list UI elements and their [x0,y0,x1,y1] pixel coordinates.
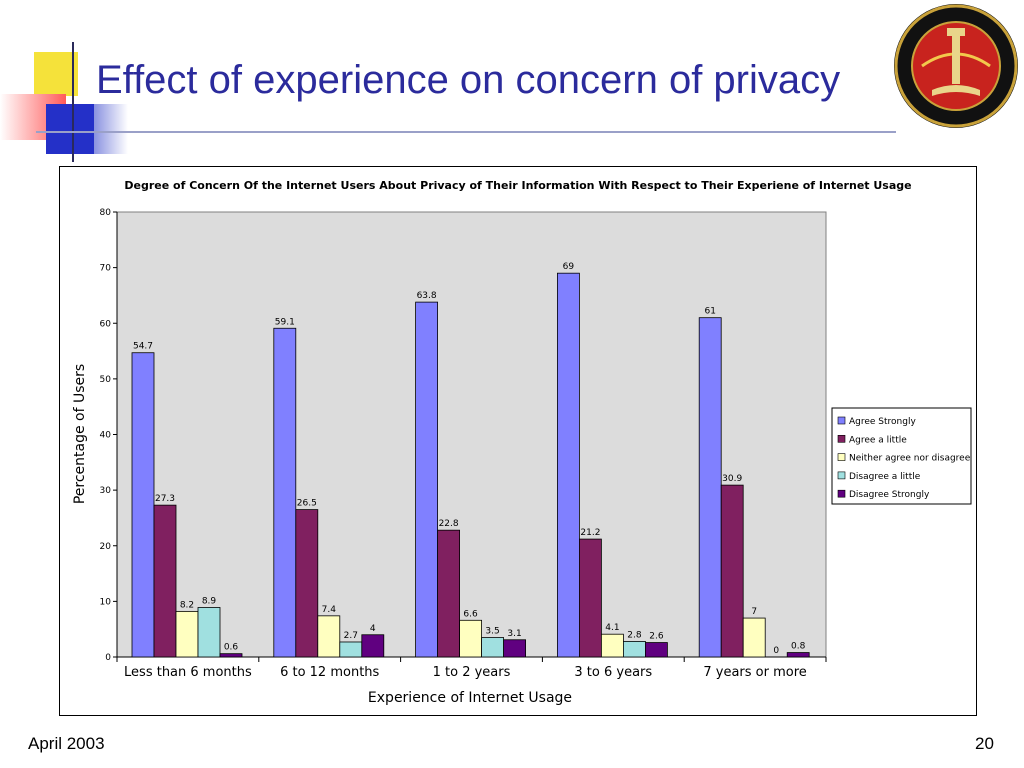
slide-title: Effect of experience on concern of priva… [96,58,841,102]
decorative-blue-square [46,104,94,154]
data-label: 0.6 [224,643,239,653]
bar [219,653,243,658]
data-label: 27.3 [155,494,175,504]
title-underline [36,131,896,133]
chart-title: Degree of Concern Of the Internet Users … [124,179,911,192]
x-tick-label: 1 to 2 years [433,665,511,680]
decorative-blue-fade [94,104,128,154]
data-label: 2.6 [649,632,664,642]
bar [601,633,624,658]
data-label: 59.1 [275,317,295,327]
bar [197,607,221,658]
data-label: 3.1 [507,629,521,639]
decorative-yellow-square [34,52,78,96]
bar [556,272,580,658]
x-axis: Less than 6 months 6 to 12 months 1 to 2 y… [116,656,827,680]
x-tick-label: 7 years or more [703,665,806,680]
bar [361,634,385,658]
bar [720,484,744,658]
data-label: 6.6 [463,609,478,619]
data-label: 8.2 [180,600,194,610]
legend-swatch [837,434,846,443]
data-label: 2.7 [344,631,358,641]
bar [339,641,363,658]
data-label: 22.8 [439,519,459,529]
data-label: 3.5 [485,627,499,637]
bar [317,615,341,658]
legend-swatch [837,453,846,461]
legend-swatch [837,489,846,498]
bar [698,317,722,658]
data-label: 7.4 [322,605,337,615]
data-label: 21.2 [580,528,600,538]
legend-label: Disagree a little [849,472,921,482]
x-tick-label: Less than 6 months [124,665,252,680]
bar [175,610,199,658]
legend-label: Neither agree nor disagree [849,454,971,464]
legend-label: Agree a little [849,435,907,445]
y-axis: 0 10 20 30 40 50 60 70 80 [100,208,118,663]
y-tick-label: 70 [100,264,112,274]
y-tick-label: 40 [100,431,112,441]
legend-label: Agree Strongly [849,417,916,427]
bars-group [131,272,810,658]
bar [623,641,646,658]
legend-box [831,407,972,505]
bar [131,352,155,658]
y-tick-label: 20 [100,542,112,552]
decorative-vertical-line [72,42,74,162]
footer-date: April 2003 [28,734,105,753]
chart-frame: Degree of Concern Of the Internet Users … [59,166,977,716]
bar [273,327,297,658]
bar [742,617,766,658]
data-label: 7 [751,607,757,617]
y-axis-title: Percentage of Users [72,364,88,504]
page-number: 20 [975,734,994,753]
data-label: 69 [563,262,575,272]
y-tick-label: 80 [100,208,112,218]
data-label: 30.9 [722,474,742,484]
legend-swatch [837,471,846,480]
bar [415,301,439,658]
bar [481,637,505,658]
bar [503,639,527,658]
legend-label: Disagree Strongly [849,490,930,500]
data-label: 54.7 [133,342,153,352]
bar-chart: Degree of Concern Of the Internet Users … [72,179,972,706]
data-label: 8.9 [202,596,217,606]
bar [579,538,602,658]
legend-swatch [837,416,846,425]
data-label: 63.8 [417,291,437,301]
y-tick-label: 30 [100,486,112,496]
data-label: 61 [704,307,715,317]
data-label: 4 [370,624,376,634]
bar [786,652,810,658]
y-tick-label: 0 [105,653,111,663]
x-tick-label: 3 to 6 years [574,665,652,680]
data-labels-group: 54.7 27.3 8.2 8.9 0.6 59.1 26.5 7.4 2.7 4 63.8 22.8… [133,262,806,656]
bar [437,529,461,658]
y-tick-label: 10 [100,597,112,607]
y-tick-label: 50 [100,375,112,385]
data-label: 0 [773,646,779,656]
data-label: 26.5 [297,499,317,509]
bar [153,504,177,658]
bar [459,619,483,658]
data-label: 2.8 [627,630,642,640]
x-tick-label: 6 to 12 months [280,665,379,680]
x-axis-title: Experience of Internet Usage [368,690,572,706]
bar [645,642,668,658]
legend: Agree Strongly Agree a little Neither agre… [831,407,972,505]
bar [295,509,319,658]
y-tick-label: 60 [100,319,112,329]
university-seal-logo [892,2,1020,130]
data-label: 4.1 [605,623,619,633]
data-label: 0.8 [791,642,806,652]
